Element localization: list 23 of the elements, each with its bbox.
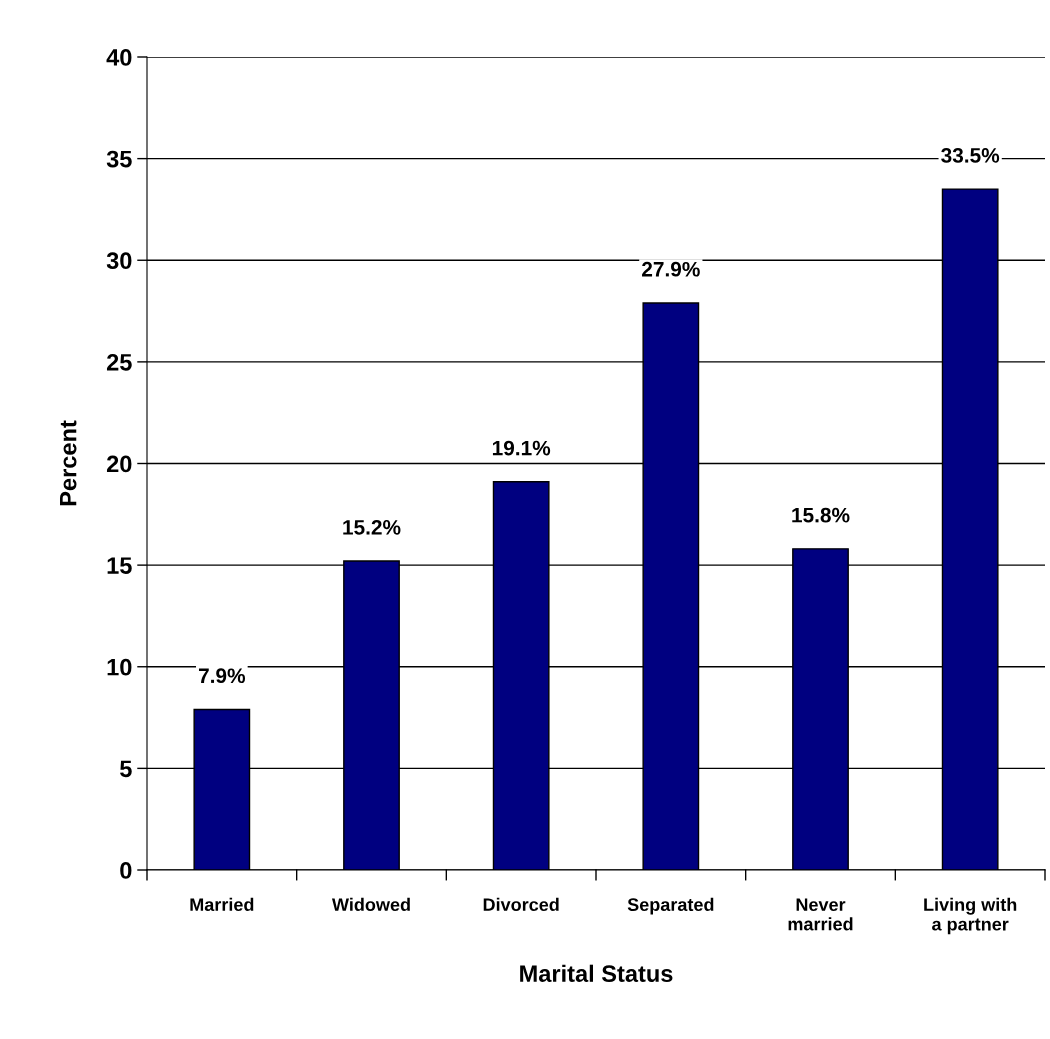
x-tick-label: Married xyxy=(190,897,254,912)
x-tick-label: Never married xyxy=(788,898,853,931)
y-tick-label: 5 xyxy=(120,760,132,778)
data-label: 27.9% xyxy=(642,261,700,277)
data-label: 7.9% xyxy=(198,668,246,684)
x-tick-label: Living with a partner xyxy=(924,897,1017,935)
y-tick-label: 25 xyxy=(106,353,132,371)
x-tick-label: Separated xyxy=(627,897,714,915)
y-tick-label: 10 xyxy=(107,658,132,676)
y-tick-label: 30 xyxy=(106,252,132,270)
y-tick-label: 15 xyxy=(107,557,132,574)
y-tick-label: 20 xyxy=(106,455,132,473)
y-axis-title: Percent xyxy=(60,420,77,506)
y-tick-label: 40 xyxy=(106,49,132,66)
data-label: 15.8% xyxy=(792,507,850,523)
data-label: 33.5% xyxy=(941,148,1000,163)
y-tick-label: 35 xyxy=(106,150,132,168)
data-label: 15.2% xyxy=(343,519,401,535)
x-tick-label: Widowed xyxy=(331,897,410,912)
data-label: 19.1% xyxy=(492,440,551,456)
x-tick-label: Divorced xyxy=(483,897,559,912)
x-axis-title: Marital Status xyxy=(520,964,673,983)
y-tick-label: 0 xyxy=(120,862,132,879)
